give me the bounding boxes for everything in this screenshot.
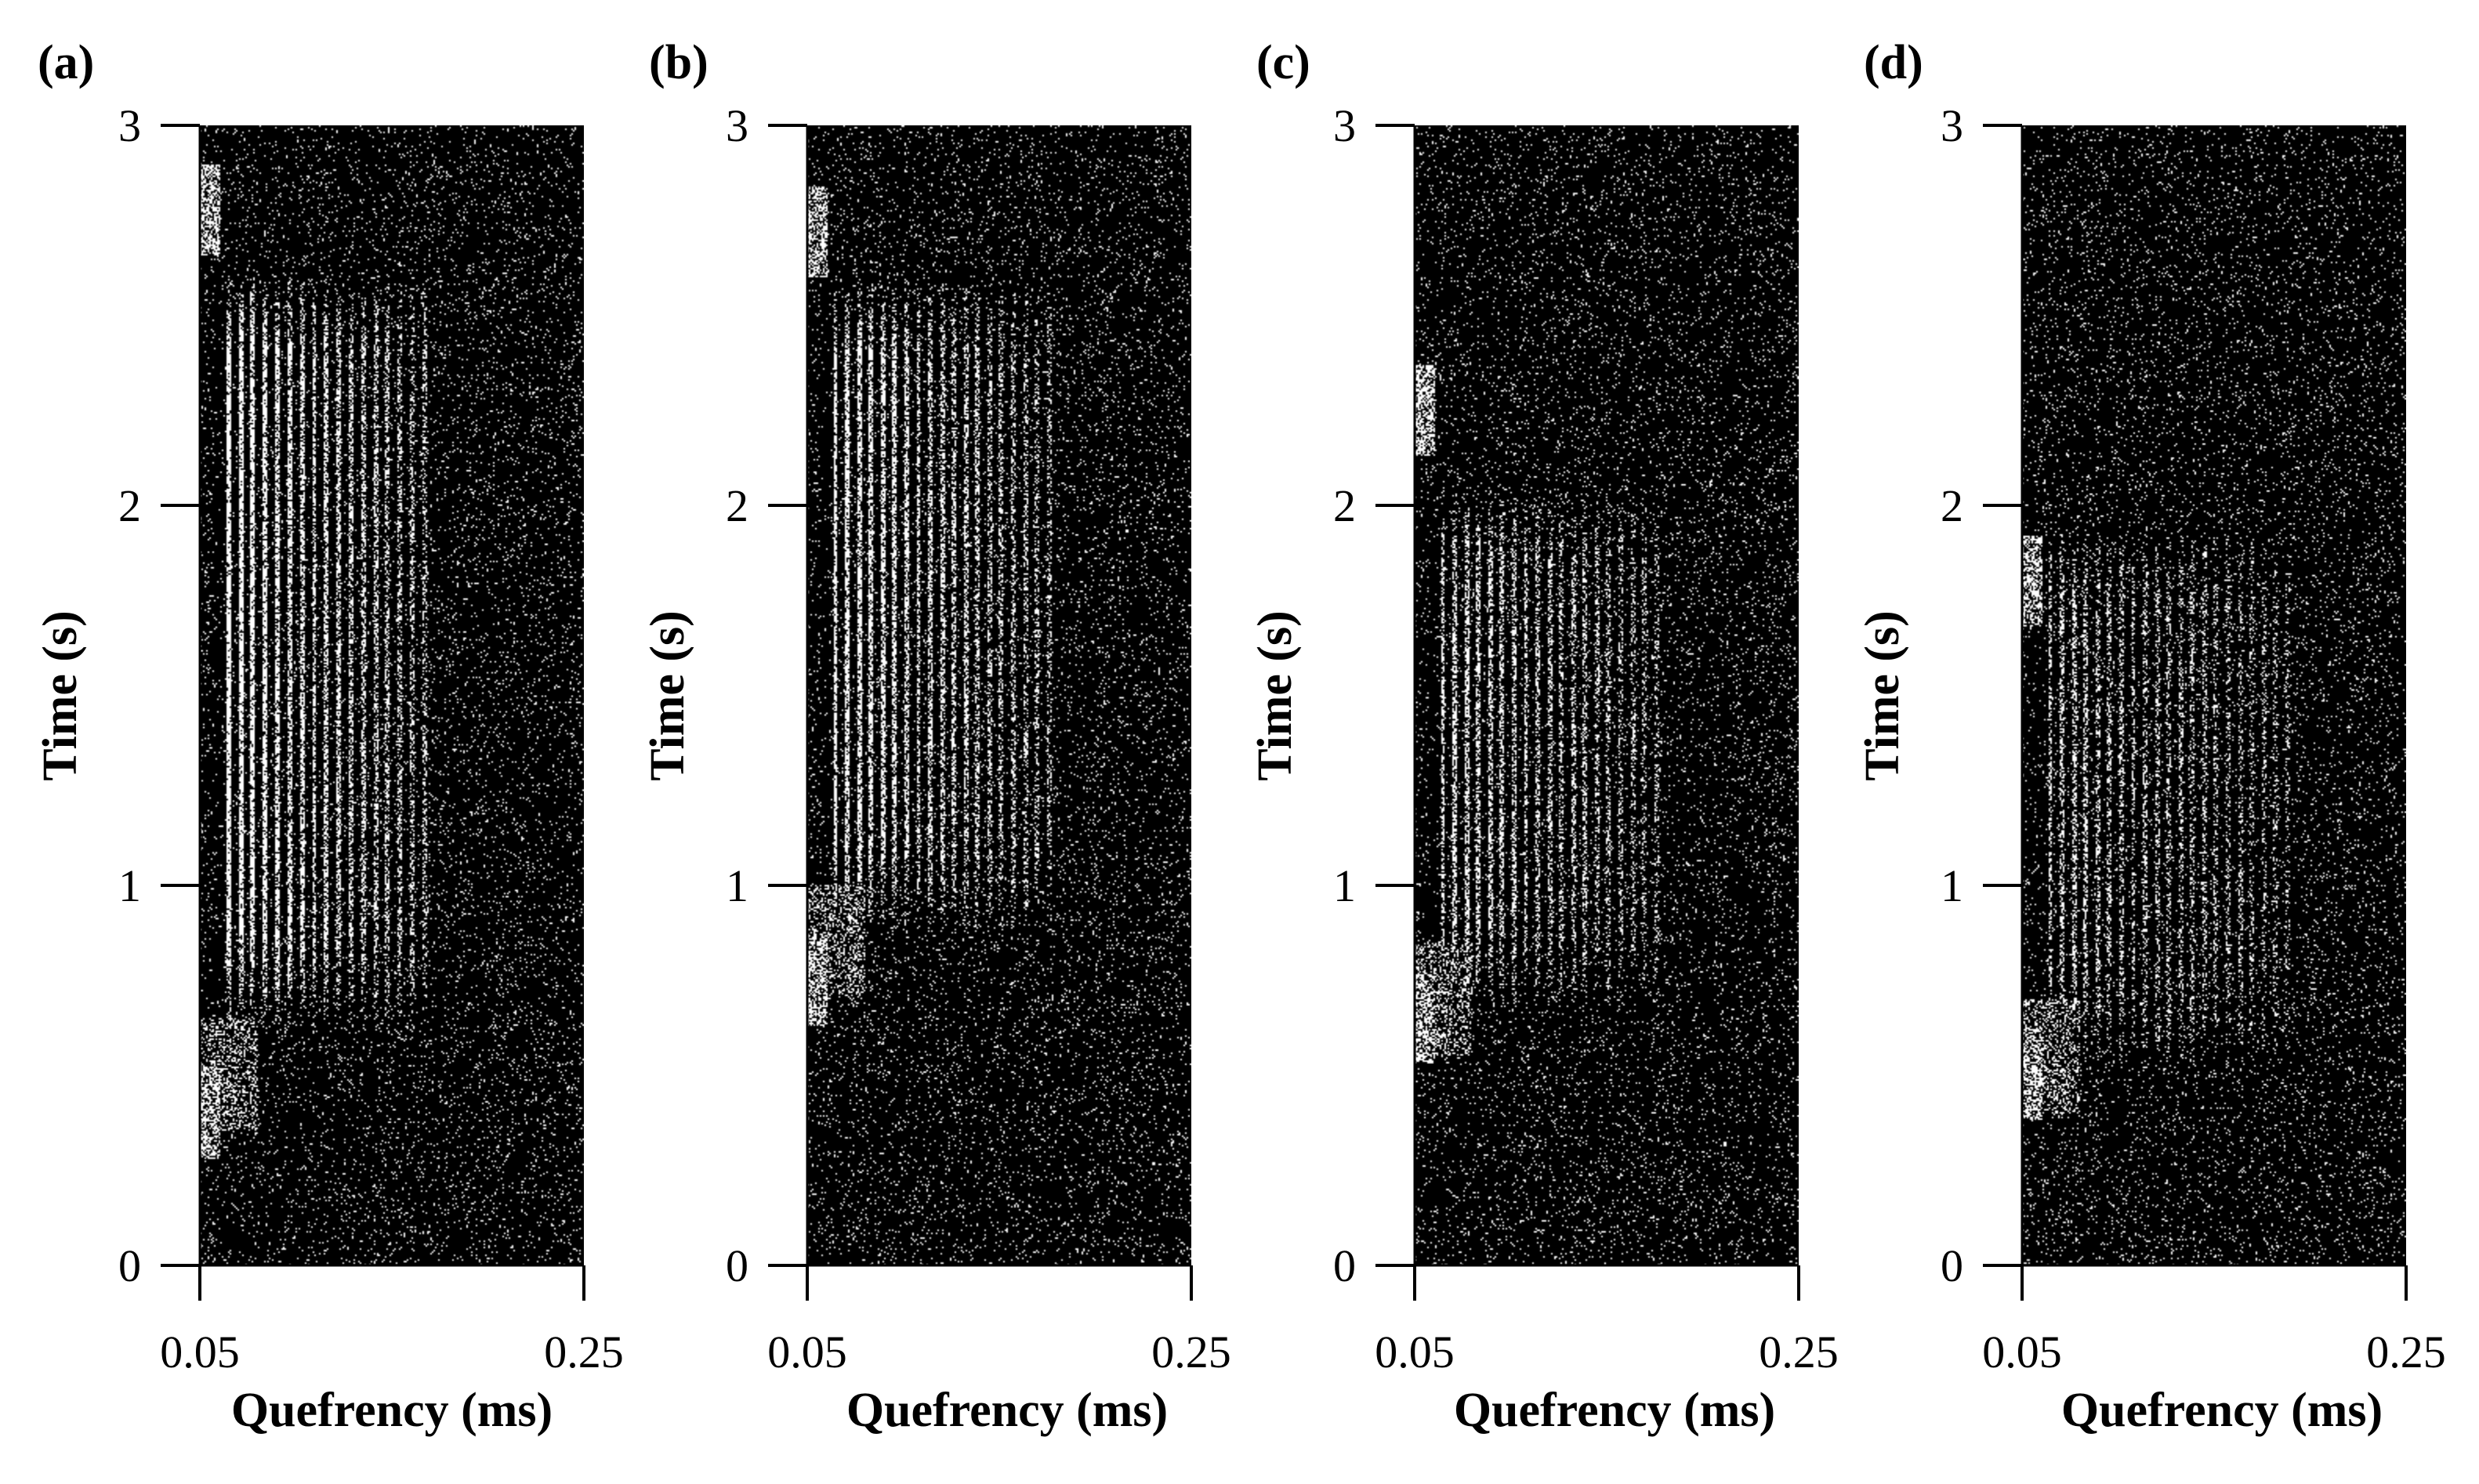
y-tick-label: 2: [1941, 480, 1963, 531]
x-tick-label: 0.05: [1375, 1327, 1455, 1377]
x-axis-title: Quefrency (ms): [2061, 1384, 2383, 1437]
y-tick-label: 3: [1941, 100, 1963, 151]
y-tick-label: 1: [118, 860, 141, 911]
panel-label: (b): [649, 36, 709, 89]
y-tick-label: 0: [118, 1240, 141, 1291]
y-tick-label: 2: [726, 480, 748, 531]
x-axis-title: Quefrency (ms): [1454, 1384, 1775, 1437]
panel-label: (c): [1256, 36, 1310, 89]
y-tick-label: 2: [1333, 480, 1356, 531]
x-tick-label: 0.25: [1759, 1327, 1839, 1377]
panel-a: (a) 0 1 2 3 0.05 0.25 Quefrency (ms) Tim…: [34, 36, 624, 1437]
x-tick-label: 0.25: [1151, 1327, 1231, 1377]
y-tick-label: 2: [118, 480, 141, 531]
cepstrogram-heatmap: [2022, 125, 2406, 1265]
y-axis-title: Time (s): [641, 610, 694, 781]
cepstrogram-heatmap: [807, 125, 1191, 1265]
x-tick-label: 0.05: [767, 1327, 847, 1377]
panel-b: (b) 0 1 2 3 0.05 0.25 Quefrency (ms) Tim…: [641, 36, 1231, 1437]
y-tick-label: 1: [1333, 860, 1356, 911]
panel-label: (d): [1864, 36, 1923, 89]
y-tick-label: 3: [1333, 100, 1356, 151]
panel-label: (a): [38, 36, 94, 89]
x-axis-title: Quefrency (ms): [846, 1384, 1168, 1437]
x-tick-label: 0.05: [160, 1327, 240, 1377]
panel-d: (d) 0 1 2 3 0.05 0.25 Quefrency (ms) Tim…: [1856, 36, 2446, 1437]
y-tick-label: 1: [1941, 860, 1963, 911]
y-tick-label: 1: [726, 860, 748, 911]
y-axis-title: Time (s): [1249, 610, 1302, 781]
y-tick-label: 0: [1941, 1240, 1963, 1291]
y-axis-title: Time (s): [34, 610, 87, 781]
cepstrogram-heatmap: [1415, 125, 1799, 1265]
x-tick-label: 0.25: [2366, 1327, 2446, 1377]
panel-c: (c) 0 1 2 3 0.05 0.25 Quefrency (ms) Tim…: [1249, 36, 1839, 1437]
y-tick-label: 3: [118, 100, 141, 151]
cepstrogram-heatmap: [200, 125, 584, 1265]
y-tick-label: 0: [726, 1240, 748, 1291]
x-tick-label: 0.25: [544, 1327, 624, 1377]
x-tick-label: 0.05: [1982, 1327, 2062, 1377]
y-tick-label: 0: [1333, 1240, 1356, 1291]
y-tick-label: 3: [726, 100, 748, 151]
y-axis-title: Time (s): [1856, 610, 1909, 781]
x-axis-title: Quefrency (ms): [231, 1384, 553, 1437]
